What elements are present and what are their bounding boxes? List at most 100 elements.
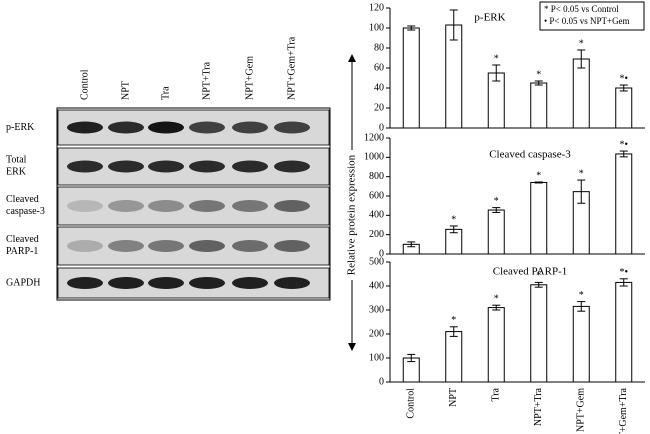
error-bar	[492, 64, 501, 82]
row-label-line: Cleaved	[6, 194, 39, 205]
y-tick-label: 0	[379, 122, 384, 133]
band	[67, 160, 103, 173]
band	[108, 200, 144, 212]
row-label: p-ERK	[6, 122, 35, 133]
significance: *	[579, 290, 584, 301]
y-axis-label: Relative protein expression	[346, 154, 358, 275]
band	[189, 240, 225, 252]
row-label: Total ERK	[6, 155, 27, 178]
band	[232, 277, 268, 289]
error-bar	[577, 179, 586, 204]
y-tick-label: 0	[379, 376, 384, 387]
lane-label: NPT+Gem+Tra	[286, 36, 297, 100]
chart-title: p-ERK	[474, 12, 505, 24]
band	[67, 240, 103, 252]
error-bar	[534, 80, 543, 86]
band	[148, 200, 184, 212]
row-label-line: Total	[6, 155, 27, 166]
y-tick-label: 80	[374, 42, 384, 53]
error-bar	[449, 9, 458, 41]
bar	[530, 181, 548, 255]
error-bar	[577, 49, 586, 69]
y-tick-label: 200	[369, 229, 384, 240]
arrow-head	[348, 54, 356, 62]
band	[148, 160, 184, 173]
chart-title: Cleaved PARP-1	[493, 266, 567, 278]
bar	[530, 82, 548, 129]
y-tick-label: 120	[369, 2, 384, 13]
y-tick-label: 60	[374, 62, 384, 73]
band	[274, 277, 310, 289]
lane-label: Control	[79, 69, 90, 100]
y-tick-label: 200	[369, 328, 384, 339]
y-tick-label: 600	[369, 190, 384, 201]
y-tick-label: 300	[369, 304, 384, 315]
y-tick-label: 40	[374, 82, 384, 93]
band	[108, 277, 144, 289]
lane-label: NPT	[120, 81, 131, 100]
band	[148, 277, 184, 289]
band	[189, 277, 225, 289]
significance: *	[536, 69, 541, 80]
band	[274, 200, 310, 212]
error-bar	[619, 278, 628, 287]
bar	[572, 305, 590, 383]
x-tick-label: NPT+Gem	[576, 388, 587, 432]
significance: *•	[619, 139, 628, 150]
band	[189, 200, 225, 212]
band	[67, 200, 103, 212]
legend-entry: * P< 0.05 vs Control	[544, 4, 619, 14]
bar	[615, 153, 633, 255]
error-bar	[619, 150, 628, 158]
row-label: GAPDH	[6, 277, 40, 288]
error-bar	[407, 25, 416, 31]
y-tick-label: 100	[369, 352, 384, 363]
significance: *	[579, 168, 584, 179]
bar	[445, 331, 463, 383]
band	[232, 200, 268, 212]
band	[189, 121, 225, 134]
x-tick-label: Tra	[491, 387, 502, 401]
significance: *	[451, 214, 456, 225]
x-tick-label: NPT+Tra	[533, 387, 544, 426]
error-bar	[492, 207, 501, 213]
band	[148, 240, 184, 252]
error-bar	[407, 241, 416, 248]
y-tick-label: 20	[374, 102, 384, 113]
y-tick-label: 100	[369, 22, 384, 33]
bar	[530, 284, 548, 383]
row-label-line: caspase-3	[6, 206, 45, 217]
row-label-line: ERK	[6, 167, 27, 178]
y-tick-label: 400	[369, 280, 384, 291]
error-bar	[534, 181, 543, 184]
significance: *•	[619, 73, 628, 84]
x-tick-label: Control	[406, 388, 417, 419]
x-tick-label: NPT+Gem+Tra	[618, 387, 629, 434]
error-bar	[407, 353, 416, 363]
legend-box	[539, 1, 645, 31]
bar	[615, 281, 633, 383]
band	[232, 160, 268, 173]
error-bar	[619, 84, 628, 92]
bar	[487, 307, 505, 383]
error-bar	[449, 326, 458, 337]
band	[148, 121, 184, 134]
band	[232, 240, 268, 252]
lane-label: Tra	[160, 86, 171, 100]
bar	[487, 209, 505, 255]
y-tick-label: 800	[369, 171, 384, 182]
significance: *	[579, 38, 584, 49]
band	[67, 121, 103, 134]
band	[67, 277, 103, 289]
error-bar	[492, 304, 501, 311]
bar	[615, 87, 633, 129]
error-bar	[534, 281, 543, 288]
bar	[572, 58, 590, 129]
row-label: Cleaved caspase-3	[6, 194, 45, 217]
band	[108, 160, 144, 173]
band	[274, 121, 310, 134]
band	[274, 160, 310, 173]
error-bar	[449, 225, 458, 234]
significance: *	[494, 196, 499, 207]
